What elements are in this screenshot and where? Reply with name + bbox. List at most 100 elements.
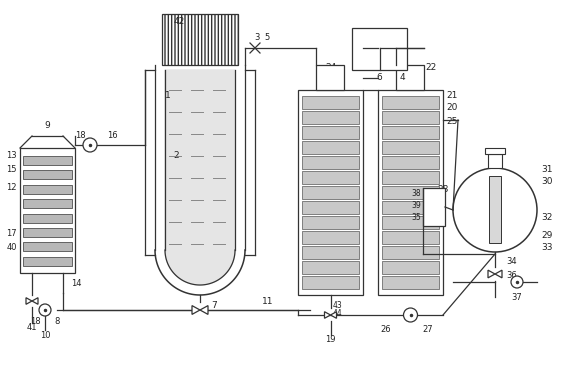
Text: 42: 42 <box>174 18 185 26</box>
Text: 28: 28 <box>437 185 449 195</box>
Bar <box>382 141 439 154</box>
Text: 23: 23 <box>320 76 331 84</box>
Text: 20: 20 <box>446 104 457 113</box>
Text: 10: 10 <box>40 331 51 341</box>
Text: 15: 15 <box>6 166 17 174</box>
Polygon shape <box>32 298 38 304</box>
Bar <box>302 156 359 169</box>
Text: 44: 44 <box>332 308 342 318</box>
Bar <box>382 171 439 184</box>
Text: 18: 18 <box>30 318 40 326</box>
Text: 43: 43 <box>332 301 342 310</box>
Bar <box>382 96 439 109</box>
Bar <box>382 201 439 214</box>
Bar <box>302 246 359 259</box>
Circle shape <box>453 168 537 252</box>
Bar <box>378 90 443 295</box>
Text: 22: 22 <box>425 63 436 73</box>
Text: 24: 24 <box>325 63 336 73</box>
Polygon shape <box>488 270 495 278</box>
Polygon shape <box>331 312 336 318</box>
Bar <box>302 216 359 229</box>
Text: 5: 5 <box>265 33 270 43</box>
Bar <box>382 261 439 274</box>
Bar <box>382 231 439 244</box>
Bar <box>352 28 407 70</box>
Text: 2: 2 <box>173 151 179 159</box>
Text: 11: 11 <box>262 298 274 306</box>
Text: 31: 31 <box>541 166 553 174</box>
Bar <box>23 257 72 266</box>
Bar <box>302 261 359 274</box>
Bar <box>23 156 72 165</box>
Text: 39: 39 <box>411 200 421 210</box>
Bar <box>23 214 72 222</box>
Bar <box>302 186 359 199</box>
Bar <box>382 216 439 229</box>
Text: 17: 17 <box>6 228 17 237</box>
Text: 19: 19 <box>325 336 336 344</box>
Text: 18: 18 <box>75 131 86 139</box>
Text: 7: 7 <box>211 301 217 310</box>
Text: 30: 30 <box>541 177 553 187</box>
Bar <box>488 154 502 168</box>
Text: 12: 12 <box>6 184 17 192</box>
Bar <box>20 148 75 273</box>
Bar <box>23 170 72 179</box>
Bar <box>302 231 359 244</box>
Bar <box>302 201 359 214</box>
Bar <box>382 156 439 169</box>
Bar <box>23 228 72 237</box>
Text: 13: 13 <box>6 152 17 161</box>
Text: 6: 6 <box>377 73 382 83</box>
Text: 14: 14 <box>71 278 82 288</box>
Bar <box>382 126 439 139</box>
Polygon shape <box>26 298 32 304</box>
Text: 27: 27 <box>422 326 433 334</box>
Text: 40: 40 <box>6 243 17 253</box>
Bar <box>302 141 359 154</box>
Bar <box>302 111 359 124</box>
Text: 33: 33 <box>541 243 553 253</box>
Text: 35: 35 <box>411 214 421 222</box>
Text: 9: 9 <box>45 121 51 131</box>
Text: 25: 25 <box>446 118 457 126</box>
Text: 21: 21 <box>446 91 457 99</box>
Polygon shape <box>165 70 235 285</box>
Text: 29: 29 <box>541 230 552 240</box>
Text: 4: 4 <box>399 73 405 83</box>
Bar <box>489 176 501 243</box>
Text: 1: 1 <box>165 91 170 99</box>
Polygon shape <box>200 306 208 314</box>
Circle shape <box>511 276 523 288</box>
Bar <box>382 186 439 199</box>
Polygon shape <box>495 270 502 278</box>
Text: 36: 36 <box>506 270 517 280</box>
Circle shape <box>404 308 417 322</box>
Bar <box>302 276 359 289</box>
Text: 41: 41 <box>27 323 37 331</box>
Bar <box>162 14 238 65</box>
Polygon shape <box>192 306 200 314</box>
Bar <box>302 126 359 139</box>
Bar <box>23 242 72 251</box>
Text: 32: 32 <box>541 214 552 222</box>
Text: 37: 37 <box>511 293 522 301</box>
Bar <box>316 65 344 90</box>
Text: 3: 3 <box>254 33 259 43</box>
Bar <box>382 111 439 124</box>
Text: 16: 16 <box>107 131 117 139</box>
Text: 38: 38 <box>412 189 421 197</box>
Text: 26: 26 <box>380 326 391 334</box>
Circle shape <box>39 304 51 316</box>
Bar <box>302 171 359 184</box>
Bar <box>396 65 424 90</box>
Bar <box>485 148 505 154</box>
Circle shape <box>83 138 97 152</box>
Bar <box>23 185 72 194</box>
Bar <box>382 276 439 289</box>
Bar <box>382 246 439 259</box>
Bar <box>423 188 445 226</box>
Text: 34: 34 <box>506 258 517 266</box>
Text: 8: 8 <box>55 318 60 326</box>
